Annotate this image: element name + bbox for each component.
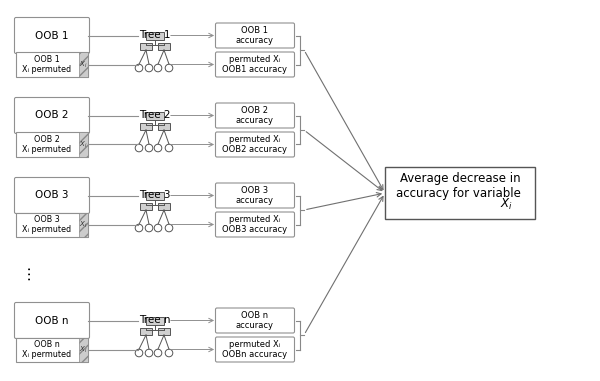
Text: Tree 2: Tree 2 <box>139 110 171 120</box>
Bar <box>158 43 170 50</box>
Circle shape <box>135 349 143 357</box>
FancyBboxPatch shape <box>215 183 295 208</box>
Text: $X_i$: $X_i$ <box>79 59 88 70</box>
Bar <box>16 133 88 157</box>
FancyBboxPatch shape <box>215 212 295 237</box>
FancyBboxPatch shape <box>215 103 295 128</box>
Bar <box>146 192 164 200</box>
Text: OOB 2
Xᵢ permuted: OOB 2 Xᵢ permuted <box>22 135 71 154</box>
Bar <box>385 167 535 219</box>
Text: permuted Xᵢ
OOB2 accuracy: permuted Xᵢ OOB2 accuracy <box>223 135 287 154</box>
Bar <box>140 43 152 50</box>
Bar <box>158 123 170 130</box>
FancyBboxPatch shape <box>215 52 295 77</box>
Text: Average decrease in
accuracy for variable: Average decrease in accuracy for variabl… <box>395 172 524 200</box>
Circle shape <box>145 349 153 357</box>
Bar <box>16 213 88 237</box>
Bar <box>140 203 152 210</box>
Text: Tree 1: Tree 1 <box>139 30 171 40</box>
FancyBboxPatch shape <box>215 132 295 157</box>
Bar <box>146 112 164 120</box>
FancyBboxPatch shape <box>14 178 89 213</box>
FancyBboxPatch shape <box>14 303 89 338</box>
Text: ⋯: ⋯ <box>21 264 36 280</box>
Text: OOB n
accuracy: OOB n accuracy <box>236 311 274 330</box>
FancyBboxPatch shape <box>215 337 295 362</box>
Bar <box>158 203 170 210</box>
Circle shape <box>154 144 162 152</box>
Bar <box>79 213 88 237</box>
Text: OOB 2
accuracy: OOB 2 accuracy <box>236 106 274 125</box>
Bar <box>79 338 88 362</box>
Text: $X_i$: $X_i$ <box>79 139 88 150</box>
Circle shape <box>154 349 162 357</box>
Text: OOB 3
Xᵢ permuted: OOB 3 Xᵢ permuted <box>22 215 71 234</box>
Circle shape <box>145 64 153 72</box>
Circle shape <box>135 224 143 232</box>
Text: Tree n: Tree n <box>139 315 171 325</box>
FancyBboxPatch shape <box>14 98 89 133</box>
Circle shape <box>145 144 153 152</box>
Text: OOB 2: OOB 2 <box>35 110 69 120</box>
Text: Tree 3: Tree 3 <box>139 190 171 200</box>
Text: permuted Xᵢ
OOBn accuracy: permuted Xᵢ OOBn accuracy <box>223 340 287 359</box>
Circle shape <box>154 64 162 72</box>
Text: OOB n
Xᵢ permuted: OOB n Xᵢ permuted <box>22 340 71 359</box>
Text: $X_i$: $X_i$ <box>79 344 88 355</box>
Circle shape <box>135 64 143 72</box>
Text: OOB 3: OOB 3 <box>35 190 69 200</box>
Text: $X_i$: $X_i$ <box>500 197 512 211</box>
Circle shape <box>135 144 143 152</box>
Bar <box>16 338 88 362</box>
Bar <box>140 328 152 335</box>
Text: OOB 1: OOB 1 <box>35 30 69 40</box>
FancyBboxPatch shape <box>215 23 295 48</box>
Bar <box>140 123 152 130</box>
Text: $X_i$: $X_i$ <box>79 219 88 230</box>
FancyBboxPatch shape <box>14 18 89 53</box>
Bar <box>146 317 164 325</box>
Bar <box>79 53 88 77</box>
Circle shape <box>165 64 173 72</box>
Circle shape <box>165 224 173 232</box>
FancyBboxPatch shape <box>215 308 295 333</box>
Bar <box>158 328 170 335</box>
Circle shape <box>145 224 153 232</box>
Text: permuted Xᵢ
OOB1 accuracy: permuted Xᵢ OOB1 accuracy <box>223 55 287 74</box>
Text: OOB 1
Xᵢ permuted: OOB 1 Xᵢ permuted <box>22 55 71 74</box>
Text: permuted Xᵢ
OOB3 accuracy: permuted Xᵢ OOB3 accuracy <box>223 215 287 234</box>
Circle shape <box>165 349 173 357</box>
Text: OOB n: OOB n <box>35 315 69 325</box>
Text: OOB 3
accuracy: OOB 3 accuracy <box>236 186 274 205</box>
Circle shape <box>154 224 162 232</box>
Circle shape <box>165 144 173 152</box>
Bar <box>146 32 164 40</box>
Bar <box>79 133 88 157</box>
Bar <box>16 53 88 77</box>
Text: OOB 1
accuracy: OOB 1 accuracy <box>236 26 274 45</box>
